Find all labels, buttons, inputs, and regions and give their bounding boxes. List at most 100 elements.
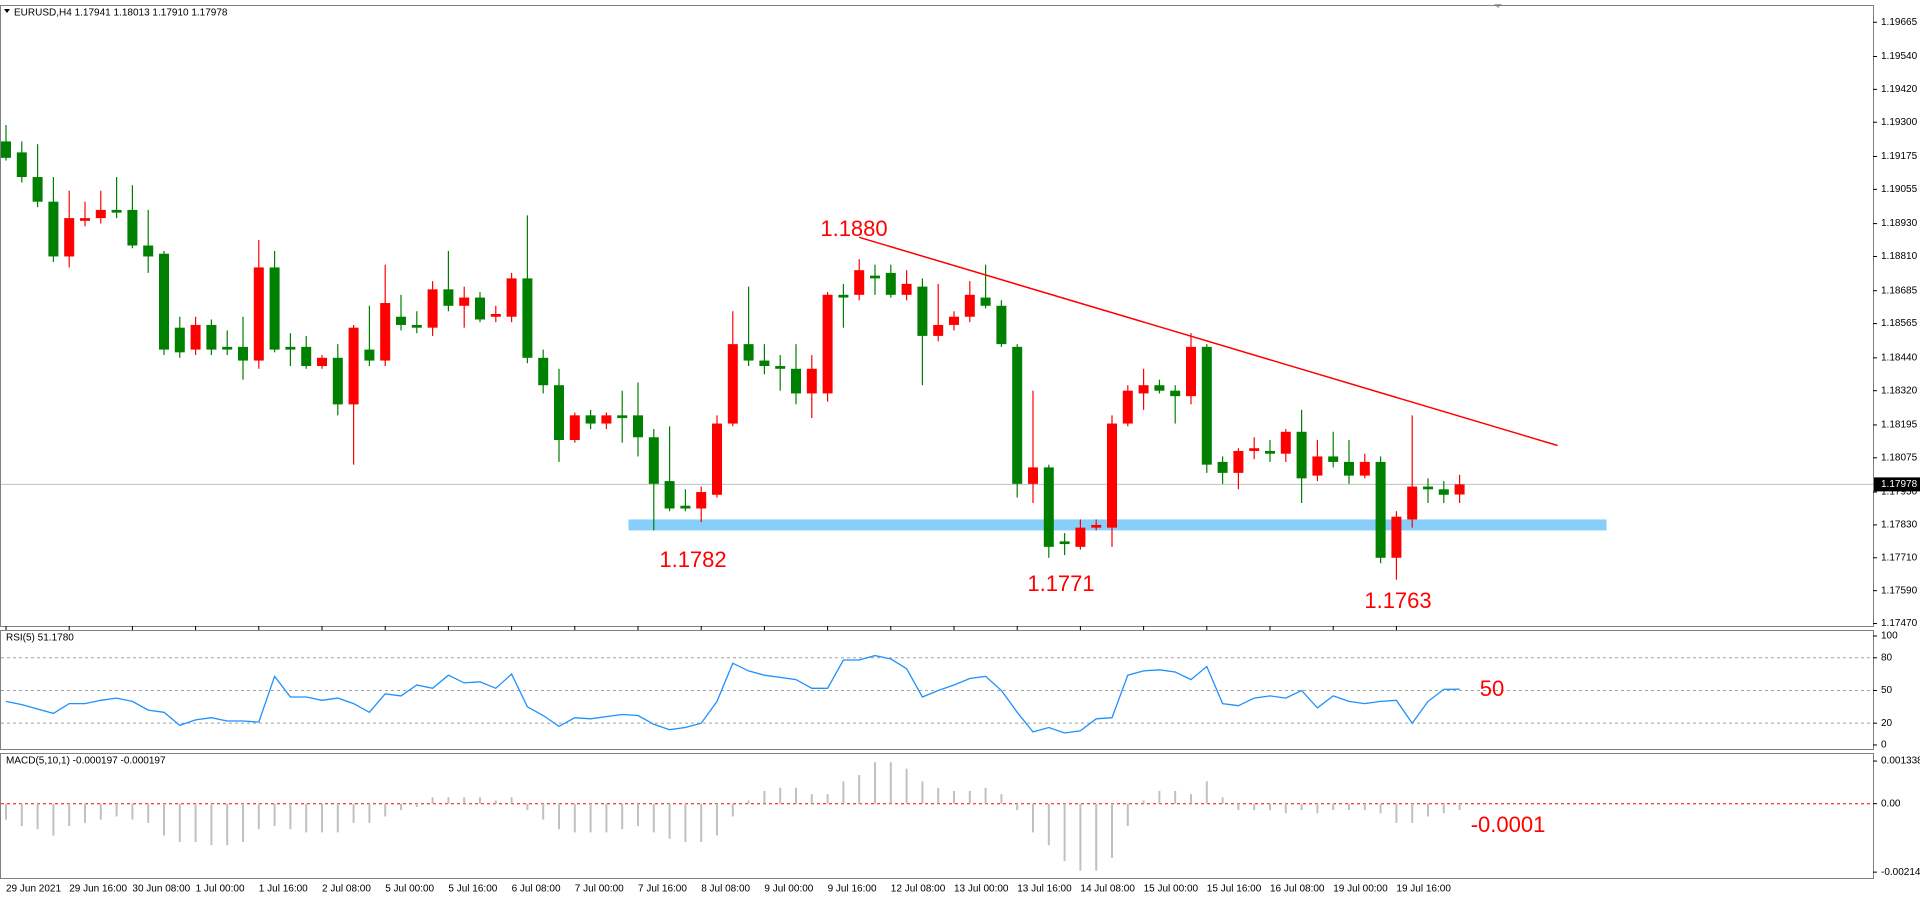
candle-body	[459, 297, 470, 306]
x-tick-label: 1 Jul 16:00	[259, 884, 308, 895]
candle-body	[870, 275, 880, 279]
y-tick-label: 1.19420	[1881, 84, 1918, 95]
candle-body	[1107, 423, 1117, 528]
candle-body	[1059, 541, 1070, 545]
candle-body	[1217, 461, 1228, 473]
y-tick-label: 0.001338	[1881, 756, 1920, 767]
candle-body	[1043, 467, 1054, 547]
candle-body	[32, 177, 43, 202]
candle-body	[1280, 431, 1291, 454]
candle-body	[696, 492, 707, 509]
x-tick-label: 5 Jul 16:00	[448, 884, 497, 895]
candle-body	[127, 209, 138, 246]
candle-body	[95, 209, 106, 219]
pane-title: EURUSD,H4 1.17941 1.18013 1.17910 1.1797…	[14, 8, 228, 19]
y-tick-label: 1.18320	[1881, 385, 1918, 396]
candle-body	[1233, 450, 1244, 473]
candle-body	[1391, 516, 1402, 558]
annotation: 1.1763	[1364, 588, 1431, 613]
last-price-box	[1874, 477, 1920, 492]
candle-body	[64, 218, 75, 257]
candle-body	[885, 272, 896, 295]
pane-border	[0, 5, 1874, 627]
candle-body	[1438, 489, 1449, 495]
candle-body	[1454, 484, 1465, 495]
candle-body	[348, 327, 359, 405]
x-tick-label: 15 Jul 16:00	[1207, 884, 1262, 895]
candle-body	[854, 270, 865, 295]
candle-body	[1265, 450, 1275, 454]
candle-body	[1154, 385, 1165, 391]
x-tick-label: 8 Jul 08:00	[701, 884, 750, 895]
candle-body	[822, 294, 833, 394]
annotation: 1.1771	[1027, 571, 1094, 596]
candle-body	[1028, 467, 1038, 484]
candle-body	[16, 152, 27, 178]
x-tick-label: 16 Jul 08:00	[1270, 884, 1325, 895]
x-tick-label: 13 Jul 00:00	[954, 884, 1009, 895]
y-tick-label: 1.18685	[1881, 285, 1918, 296]
candle-body	[585, 415, 596, 424]
x-tick-label: 9 Jul 16:00	[828, 884, 877, 895]
candle-body	[332, 357, 343, 405]
annotation: 1.1782	[659, 547, 726, 572]
x-tick-label: 1 Jul 00:00	[196, 884, 245, 895]
candle-body	[743, 344, 754, 361]
candle-body	[443, 289, 454, 306]
candle-body	[111, 209, 122, 213]
candle-body	[648, 437, 659, 484]
candle-body	[901, 283, 912, 295]
x-tick-label: 14 Jul 08:00	[1080, 884, 1135, 895]
candle-body	[1012, 346, 1023, 484]
x-tick-label: 19 Jul 16:00	[1396, 884, 1451, 895]
candle-body	[917, 286, 928, 336]
pane-title: RSI(5) 51.1780	[6, 633, 74, 644]
annotation: -0.0001	[1471, 812, 1546, 837]
y-tick-label: 1.18810	[1881, 251, 1918, 262]
candle-body	[364, 349, 375, 361]
candle-body	[396, 316, 406, 325]
candle-body	[554, 385, 564, 441]
candle-body	[680, 505, 691, 509]
candle-body	[317, 357, 327, 367]
x-tick-label: 7 Jul 00:00	[575, 884, 624, 895]
candle-body	[475, 297, 485, 320]
candle-body	[569, 415, 580, 441]
y-tick-label: 1.18075	[1881, 452, 1918, 463]
y-tick-label: 1.18440	[1881, 352, 1918, 363]
candle-body	[633, 415, 643, 438]
candle-body	[664, 481, 675, 509]
candle-body	[964, 294, 975, 317]
candle-body	[48, 201, 59, 257]
y-tick-label: 1.18930	[1881, 218, 1918, 229]
candle-body	[1091, 524, 1102, 528]
candle-body	[1296, 431, 1307, 479]
x-tick-label: 2 Jul 08:00	[322, 884, 371, 895]
menu-triangle[interactable]	[4, 9, 10, 13]
candle-body	[601, 415, 612, 424]
candle-body	[1312, 456, 1323, 476]
candle-body	[1186, 346, 1196, 397]
candle-body	[538, 357, 549, 386]
y-tick-label: -0.002146	[1881, 867, 1920, 878]
candle-body	[1344, 461, 1354, 476]
candle-body	[190, 324, 201, 350]
y-tick-label: 1.19665	[1881, 17, 1918, 28]
candle-body	[269, 267, 280, 350]
y-tick-label: 50	[1881, 685, 1893, 696]
y-tick-label: 1.18565	[1881, 318, 1918, 329]
x-tick-label: 13 Jul 16:00	[1017, 884, 1072, 895]
x-tick-label: 5 Jul 00:00	[385, 884, 434, 895]
candle-body	[522, 278, 533, 358]
candle-body	[1138, 385, 1149, 394]
candle-body	[759, 360, 770, 367]
candle-body	[174, 327, 185, 353]
x-tick-label: 29 Jun 16:00	[69, 884, 127, 895]
candle-body	[980, 297, 991, 306]
candle-body	[1170, 390, 1181, 397]
x-tick-label: 19 Jul 00:00	[1333, 884, 1388, 895]
x-tick-label: 30 Jun 08:00	[132, 884, 190, 895]
candle-body	[1075, 527, 1086, 547]
